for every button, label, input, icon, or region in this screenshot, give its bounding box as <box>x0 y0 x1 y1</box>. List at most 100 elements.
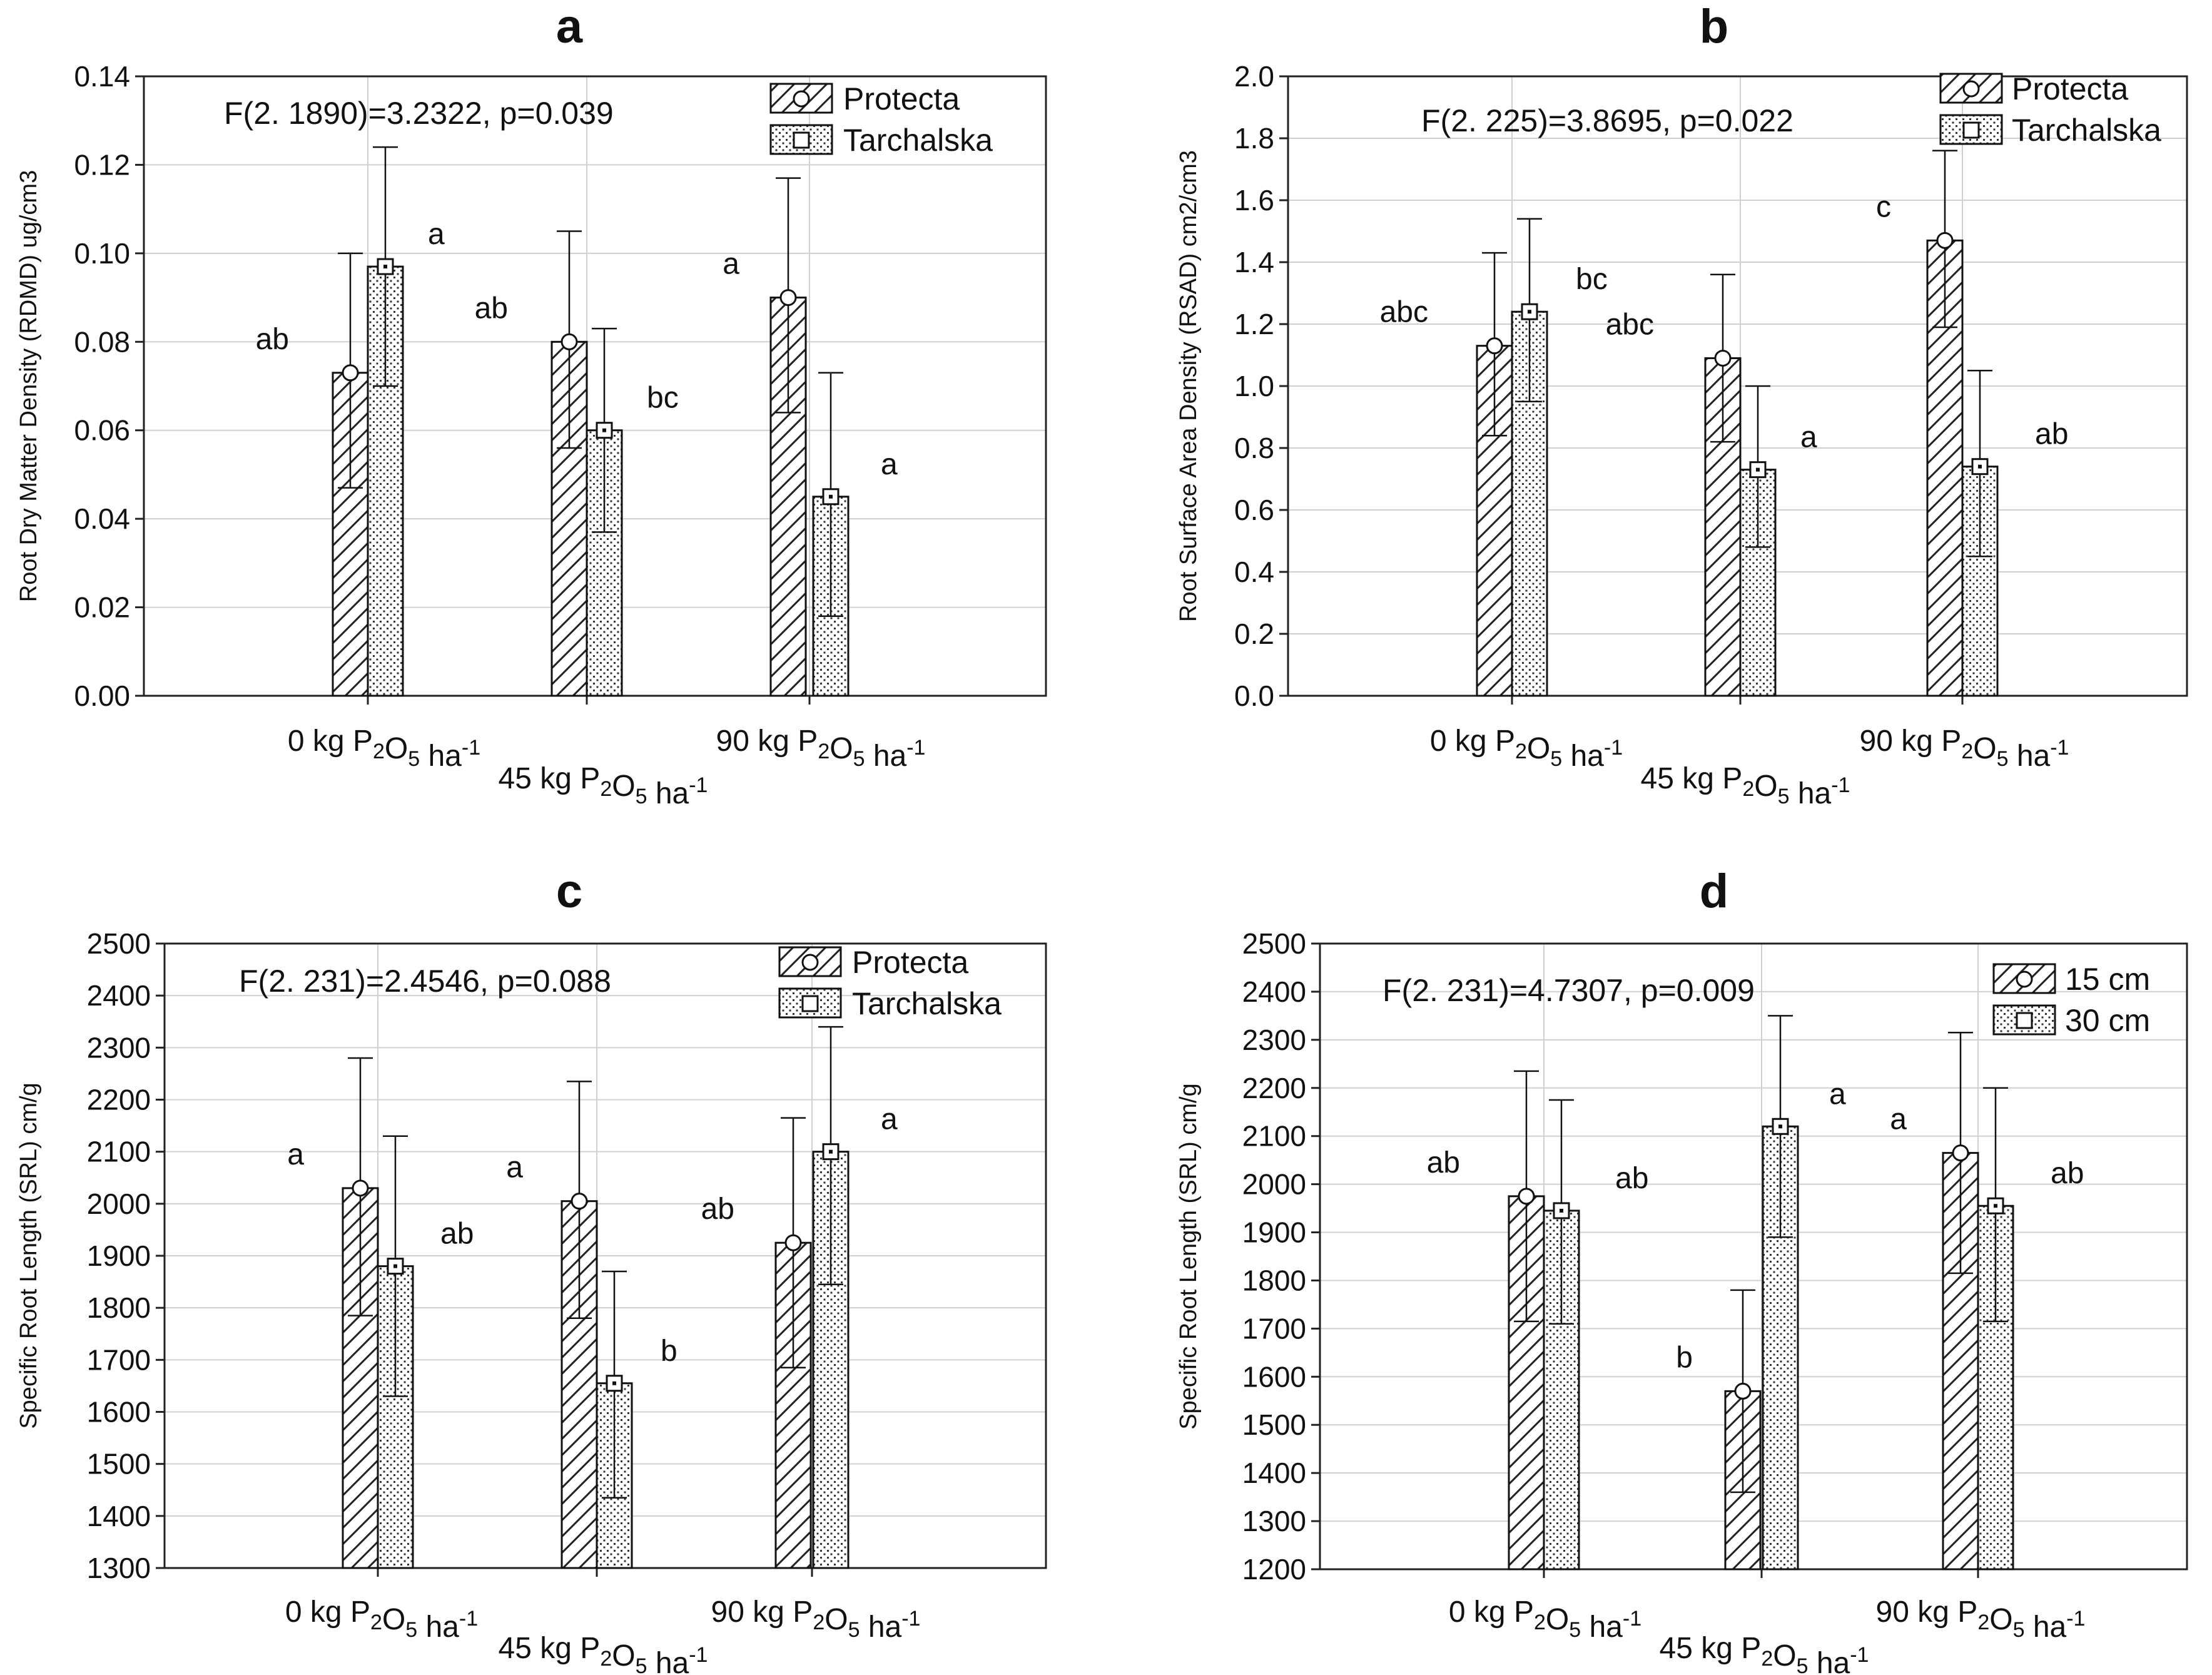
group-letter-label: a <box>428 218 445 251</box>
y-tick-label: 1800 <box>87 1291 151 1324</box>
mean-marker-circle <box>1936 232 1954 249</box>
y-tick-label: 2400 <box>87 979 151 1012</box>
mean-marker-circle <box>1952 1144 1969 1162</box>
y-tick-label: 1.0 <box>1234 370 1274 402</box>
statistics-annotation: F(2. 231)=2.4546, p=0.088 <box>239 964 611 999</box>
group-letter-label: abc <box>1606 308 1654 341</box>
y-tick-label: 1700 <box>1242 1312 1306 1345</box>
x-category-label: 45 kg P2O5 ha-1 <box>1660 1632 1869 1675</box>
y-tick-label: 1700 <box>87 1343 151 1376</box>
y-axis-label: Specific Root Length (SRL) cm/g <box>16 1082 42 1428</box>
group-letter-label: ab <box>1427 1146 1460 1179</box>
x-category-label: 90 kg P2O5 ha-1 <box>716 725 926 773</box>
group-letter-label: a <box>1890 1103 1907 1136</box>
y-tick-label: 0.02 <box>74 591 130 624</box>
mean-marker-dot <box>383 265 387 269</box>
legend-marker-square <box>793 131 810 149</box>
bar-protecta <box>1926 239 1964 697</box>
group-letter-label: abc <box>1380 296 1428 329</box>
y-tick-label: 0.08 <box>74 325 130 358</box>
y-tick-label: 0.14 <box>74 60 130 93</box>
group-letter-label: ab <box>440 1218 474 1251</box>
legend-label: Tarchalska <box>852 986 1002 1021</box>
bar-tarchalska <box>377 1265 414 1569</box>
mean-marker-circle <box>1486 337 1503 355</box>
group-letter-label: ab <box>256 323 289 356</box>
y-tick-label: 2100 <box>1242 1120 1306 1153</box>
chart-panel-c: 1300 1400 1500 1600 1700 1800 1900 2000 2100 2200… <box>16 865 1047 1675</box>
y-tick-label: 1900 <box>87 1240 151 1272</box>
legend-label: Tarchalska <box>843 123 993 158</box>
x-category-label: 0 kg P2O5 ha-1 <box>285 1596 478 1644</box>
group-letter-label: ab <box>2051 1157 2084 1190</box>
mean-marker-dot <box>1994 1204 1997 1208</box>
group-letter-label: b <box>1676 1341 1693 1374</box>
group-letter-label: a <box>881 448 898 481</box>
mean-marker-circle <box>784 1234 802 1251</box>
group-letter-label: ab <box>2035 418 2068 451</box>
legend-swatch <box>1939 73 2003 104</box>
x-category-label: 45 kg P2O5 ha-1 <box>1641 762 1850 810</box>
y-tick-label: 1400 <box>87 1500 151 1532</box>
group-letter-label: a <box>723 248 739 281</box>
bar-tarchalska <box>1739 469 1777 697</box>
group-letter-label: bc <box>1576 263 1608 296</box>
statistics-annotation: F(2. 1890)=3.2322, p=0.039 <box>224 96 614 131</box>
mean-marker-circle <box>1518 1188 1535 1205</box>
y-tick-label: 2500 <box>87 927 151 960</box>
mean-marker-dot <box>1756 467 1760 472</box>
y-tick-label: 0.0 <box>1234 680 1274 712</box>
mean-marker-circle <box>1734 1382 1752 1400</box>
x-category-label: 0 kg P2O5 ha-1 <box>1449 1596 1641 1644</box>
y-tick-label: 1400 <box>1242 1457 1306 1489</box>
panel-title: b <box>1700 0 1728 53</box>
x-category-label: 90 kg P2O5 ha-1 <box>1876 1596 2086 1644</box>
mean-marker-dot <box>1528 310 1531 314</box>
y-tick-label: 0.6 <box>1234 494 1274 526</box>
mean-marker-dot <box>393 1264 397 1268</box>
statistics-annotation: F(2. 225)=3.8695, p=0.022 <box>1421 103 1793 138</box>
y-tick-label: 1500 <box>1242 1408 1306 1441</box>
bar-protecta <box>769 297 807 697</box>
legend-label: Tarchalska <box>2012 113 2161 148</box>
y-tick-label: 1500 <box>87 1448 151 1480</box>
y-tick-label: 0.04 <box>74 502 130 535</box>
legend-marker-circle <box>793 90 810 108</box>
y-tick-label: 2200 <box>87 1084 151 1116</box>
y-tick-label: 2000 <box>1242 1168 1306 1201</box>
y-tick-label: 0.00 <box>74 680 130 712</box>
y-tick-label: 0.2 <box>1234 618 1274 650</box>
y-tick-label: 1300 <box>1242 1505 1306 1537</box>
group-letter-label: ab <box>701 1193 734 1226</box>
y-tick-label: 2.0 <box>1234 60 1274 93</box>
y-tick-label: 1600 <box>87 1396 151 1428</box>
mean-marker-dot <box>829 494 833 499</box>
mean-marker-circle <box>561 333 578 350</box>
mean-marker-dot <box>1560 1208 1563 1213</box>
chart-panel-d: 1200 1300 1400 1500 1600 1700 1800 1900 2000 2100… <box>1175 865 2188 1675</box>
y-tick-label: 1800 <box>1242 1264 1306 1296</box>
y-tick-label: 0.8 <box>1234 432 1274 464</box>
panel-title: d <box>1700 865 1728 918</box>
y-tick-label: 0.12 <box>74 148 130 181</box>
y-axis-label: Root Surface Area Density (RSAD) cm2/cm3 <box>1175 150 1202 622</box>
y-tick-label: 0.4 <box>1234 556 1274 588</box>
bar-protecta <box>342 1187 379 1569</box>
mean-marker-circle <box>1714 349 1732 367</box>
legend-label: 30 cm <box>2065 1003 2150 1038</box>
group-letter-label: a <box>1800 421 1817 454</box>
group-letter-label: a <box>287 1138 304 1171</box>
y-tick-label: 1.2 <box>1234 308 1274 340</box>
mean-marker-dot <box>612 1381 616 1385</box>
legend-marker-square <box>801 995 819 1012</box>
group-letter-label: b <box>661 1335 677 1368</box>
legend-marker-circle <box>801 954 819 971</box>
y-tick-label: 2300 <box>1242 1024 1306 1056</box>
y-axis-label: Specific Root Length (SRL) cm/g <box>1175 1083 1202 1429</box>
y-tick-label: 1.6 <box>1234 184 1274 216</box>
chart-panel-a: 0.00 0.02 0.04 0.06 0.08 0.10 0.12 0.14 ab ab a a bc… <box>16 0 1047 810</box>
y-tick-label: 0.06 <box>74 414 130 447</box>
bar-15-cm <box>1508 1195 1545 1571</box>
y-tick-label: 1900 <box>1242 1216 1306 1249</box>
